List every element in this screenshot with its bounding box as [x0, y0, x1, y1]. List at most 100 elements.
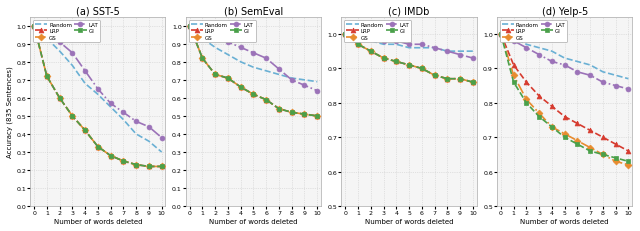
LAT — [120, 111, 127, 114]
LRP — [444, 78, 451, 81]
Random — [367, 40, 374, 43]
Title: (d) Yelp-5: (d) Yelp-5 — [541, 7, 588, 17]
Random — [250, 67, 257, 69]
LRP — [599, 136, 607, 139]
GI — [198, 58, 206, 60]
Random — [405, 47, 413, 50]
LAT — [392, 40, 400, 43]
LAT — [510, 40, 518, 43]
LRP — [237, 86, 244, 89]
LRP — [573, 123, 581, 125]
LRP — [418, 68, 426, 70]
LAT — [586, 75, 594, 77]
Random — [612, 75, 620, 77]
Random — [599, 71, 607, 74]
LAT — [418, 44, 426, 46]
Random — [625, 78, 632, 81]
LAT — [198, 31, 206, 33]
GI — [120, 160, 127, 163]
GS — [612, 160, 620, 163]
Random — [94, 94, 102, 96]
Random — [354, 37, 362, 40]
LAT — [30, 25, 38, 28]
LRP — [405, 64, 413, 67]
LRP — [211, 74, 219, 76]
GI — [314, 115, 321, 118]
LRP — [43, 76, 51, 78]
LRP — [431, 75, 438, 77]
GI — [56, 97, 63, 100]
GS — [469, 81, 477, 84]
GS — [354, 44, 362, 46]
Random — [132, 133, 140, 136]
LRP — [224, 77, 232, 80]
LRP — [186, 25, 193, 28]
LRP — [145, 165, 153, 168]
Line: GS: GS — [343, 32, 476, 85]
GI — [145, 165, 153, 168]
LRP — [107, 155, 115, 157]
GI — [367, 51, 374, 53]
LAT — [522, 47, 530, 50]
GI — [81, 129, 89, 132]
GI — [380, 57, 387, 60]
X-axis label: Number of words deleted: Number of words deleted — [520, 218, 609, 224]
GS — [94, 146, 102, 148]
GS — [275, 108, 283, 111]
GS — [288, 111, 296, 114]
GS — [262, 99, 270, 102]
Random — [186, 25, 193, 28]
GS — [211, 74, 219, 76]
GS — [586, 146, 594, 149]
GS — [250, 94, 257, 96]
LAT — [342, 33, 349, 36]
Line: GI: GI — [499, 32, 631, 164]
Legend: Random, LRP, GS, LAT, GI: Random, LRP, GS, LAT, GI — [33, 20, 100, 43]
Random — [56, 50, 63, 53]
GI — [535, 116, 543, 119]
GS — [301, 113, 308, 116]
Random — [107, 106, 115, 109]
Line: LAT: LAT — [188, 24, 319, 94]
LAT — [56, 41, 63, 44]
LAT — [94, 88, 102, 91]
GS — [510, 75, 518, 77]
Random — [68, 65, 76, 67]
Line: LRP: LRP — [188, 24, 319, 119]
LRP — [301, 113, 308, 116]
LRP — [68, 115, 76, 118]
LAT — [548, 61, 556, 64]
GS — [30, 25, 38, 28]
X-axis label: Number of words deleted: Number of words deleted — [209, 218, 298, 224]
Line: LAT: LAT — [343, 32, 476, 61]
GI — [469, 81, 477, 84]
Random — [392, 44, 400, 46]
LRP — [612, 143, 620, 146]
GS — [314, 115, 321, 118]
Random — [211, 47, 219, 50]
GI — [599, 153, 607, 156]
GI — [561, 136, 568, 139]
Line: GI: GI — [343, 32, 476, 85]
Random — [43, 38, 51, 41]
GS — [456, 78, 464, 81]
LAT — [561, 64, 568, 67]
GS — [237, 86, 244, 89]
Line: LRP: LRP — [343, 32, 476, 85]
LAT — [237, 47, 244, 50]
GS — [625, 164, 632, 167]
Title: (b) SemEval: (b) SemEval — [224, 7, 283, 17]
LRP — [288, 111, 296, 114]
GI — [497, 33, 505, 36]
LAT — [469, 57, 477, 60]
GI — [444, 78, 451, 81]
LRP — [469, 81, 477, 84]
LAT — [535, 54, 543, 57]
LAT — [275, 68, 283, 71]
Line: GS: GS — [499, 32, 631, 167]
Random — [81, 83, 89, 85]
Legend: Random, LRP, GS, LAT, GI: Random, LRP, GS, LAT, GI — [344, 20, 412, 43]
GS — [548, 126, 556, 129]
LAT — [625, 88, 632, 91]
GS — [158, 165, 166, 168]
